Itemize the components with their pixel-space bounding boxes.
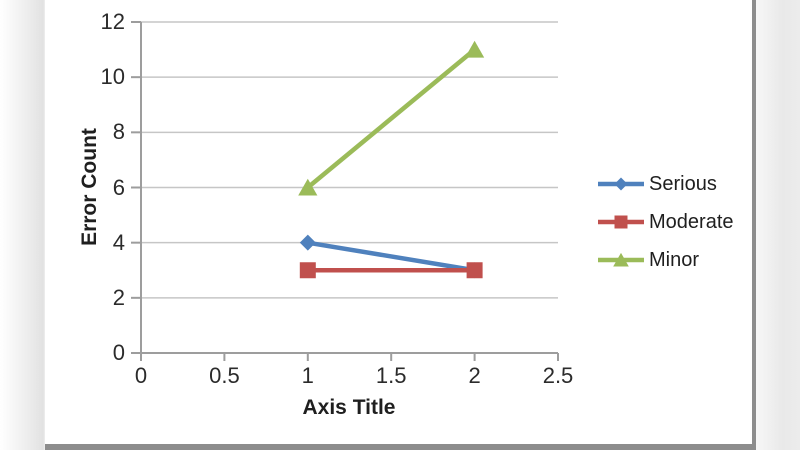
x-axis-tick-label: 1.5 xyxy=(375,363,407,388)
data-point-minor xyxy=(465,40,485,58)
data-point-moderate xyxy=(466,262,483,279)
data-point-minor xyxy=(298,178,318,196)
x-axis-tick-label: 2.5 xyxy=(542,363,574,388)
page-right-shadow xyxy=(756,0,800,450)
legend-item-minor: Minor xyxy=(598,241,734,279)
legend-item-moderate: Moderate xyxy=(598,203,734,241)
chart-legend: Serious Moderate Minor xyxy=(598,165,734,279)
data-point-serious xyxy=(299,234,316,251)
page-bottom-border xyxy=(45,444,752,450)
legend-item-serious: Serious xyxy=(598,165,734,203)
y-axis-tick-label: 2 xyxy=(112,284,125,310)
legend-label: Serious xyxy=(649,173,717,195)
y-axis-tick-label: 12 xyxy=(100,9,125,34)
x-axis-tick-label: 0 xyxy=(134,363,148,388)
y-axis-title: Error Count xyxy=(78,128,101,246)
x-axis-title: Axis Title xyxy=(302,396,396,419)
legend-swatch-moderate xyxy=(598,215,644,229)
x-axis-tick-label: 2 xyxy=(468,363,481,388)
y-axis-tick-label: 0 xyxy=(112,340,125,365)
data-point-moderate xyxy=(299,262,316,279)
x-axis-tick-label: 0.5 xyxy=(209,363,240,388)
y-axis-tick-label: 4 xyxy=(112,229,125,255)
page-right-border xyxy=(752,0,756,450)
legend-swatch-minor xyxy=(598,252,644,267)
y-axis-tick-label: 8 xyxy=(112,119,125,145)
series-line-serious xyxy=(307,240,475,273)
y-axis-tick-label: 6 xyxy=(112,174,125,200)
legend-label: Minor xyxy=(649,249,700,271)
legend-label: Moderate xyxy=(649,211,734,233)
y-axis-tick-label: 10 xyxy=(100,64,125,90)
series-line-minor xyxy=(306,47,477,190)
legend-swatch-serious xyxy=(598,177,644,191)
x-axis-tick-label: 1 xyxy=(301,363,314,388)
page-left-shadow xyxy=(0,0,45,450)
